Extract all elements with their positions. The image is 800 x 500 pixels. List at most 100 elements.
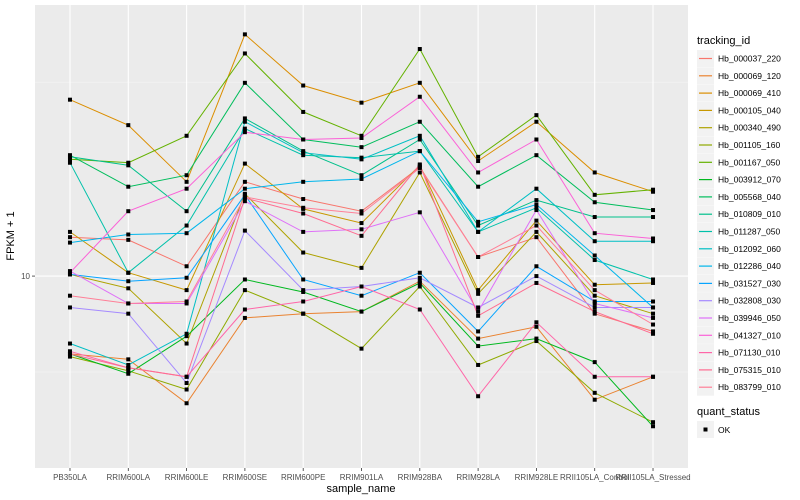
data-point-Hb_000037_220 [651, 329, 656, 334]
data-point-Hb_075315_010 [417, 162, 422, 167]
data-point-Hb_075315_010 [184, 374, 189, 379]
legend-item: Hb_031527_030 [697, 274, 781, 292]
data-point-Hb_031527_030 [651, 299, 656, 304]
data-point-Hb_031527_030 [417, 270, 422, 275]
data-point-Hb_000069_410 [417, 80, 422, 85]
data-point-Hb_000069_410 [126, 123, 131, 128]
data-point-Hb_031527_030 [242, 192, 247, 197]
legend-item: Hb_041327_010 [697, 326, 781, 344]
data-point-Hb_032808_030 [592, 305, 597, 310]
legend-label: Hb_000069_120 [718, 71, 781, 81]
data-point-Hb_000069_410 [301, 83, 306, 88]
legend-label: Hb_001105_160 [718, 140, 781, 150]
data-point-Hb_001105_160 [534, 339, 539, 344]
data-point-Hb_001105_160 [126, 368, 131, 373]
data-point-Hb_041327_010 [592, 231, 597, 236]
data-point-Hb_031527_030 [476, 329, 481, 334]
data-point-Hb_001167_050 [651, 187, 656, 192]
y-axis: 10 [21, 272, 35, 281]
data-point-Hb_000340_490 [651, 311, 656, 316]
data-point-Hb_000340_490 [184, 341, 189, 346]
legend-item: Hb_000069_120 [697, 67, 781, 85]
data-point-Hb_032808_030 [534, 274, 539, 279]
data-point-Hb_083799_010 [184, 299, 189, 304]
data-point-Hb_032808_030 [301, 288, 306, 293]
data-point-Hb_001105_160 [592, 390, 597, 395]
data-point-Hb_071130_010 [67, 349, 72, 354]
data-point-Hb_039946_050 [301, 229, 306, 234]
data-point-Hb_031527_030 [126, 279, 131, 284]
data-point-Hb_039946_050 [592, 301, 597, 306]
legend-item: Hb_071130_010 [697, 344, 781, 362]
data-point-Hb_001167_050 [476, 154, 481, 159]
data-point-Hb_003912_070 [476, 344, 481, 349]
data-point-Hb_001167_050 [67, 157, 72, 162]
data-point-Hb_001105_160 [651, 420, 656, 425]
legend-label: Hb_039946_050 [718, 313, 781, 323]
legend-label: Hb_010809_010 [718, 209, 781, 219]
data-point-Hb_083799_010 [301, 205, 306, 210]
data-point-Hb_083799_010 [651, 322, 656, 327]
x-tick-label: PB350LA [53, 473, 87, 482]
data-point-Hb_000069_120 [184, 401, 189, 406]
data-point-Hb_041327_010 [476, 170, 481, 175]
data-point-Hb_012092_060 [592, 239, 597, 244]
data-point-Hb_000069_120 [592, 397, 597, 402]
legend-label: Hb_000105_040 [718, 105, 781, 115]
data-point-Hb_010809_010 [126, 163, 131, 168]
data-point-Hb_005568_040 [359, 145, 364, 150]
data-point-Hb_001105_160 [417, 284, 422, 289]
legend-item: Hb_000037_220 [697, 50, 781, 67]
x-tick-label: RRIM928LA [456, 473, 500, 482]
data-point-Hb_000105_040 [534, 218, 539, 223]
data-point-Hb_005568_040 [242, 80, 247, 85]
data-point-Hb_010809_010 [359, 173, 364, 178]
data-point-Hb_000037_220 [592, 311, 597, 316]
data-point-Hb_010809_010 [242, 116, 247, 121]
data-point-Hb_000069_410 [184, 179, 189, 184]
data-point-Hb_075315_010 [592, 309, 597, 314]
data-point-Hb_039946_050 [359, 227, 364, 232]
data-point-Hb_000037_220 [359, 209, 364, 214]
legend-label: Hb_012092_060 [718, 244, 781, 254]
data-point-Hb_005568_040 [534, 153, 539, 158]
data-point-Hb_000037_220 [126, 237, 131, 242]
data-point-Hb_071130_010 [651, 374, 656, 379]
data-point-Hb_041327_010 [534, 137, 539, 142]
data-point-Hb_011287_050 [242, 126, 247, 131]
x-tick-label: RRIM600LE [165, 473, 209, 482]
data-point-Hb_071130_010 [476, 394, 481, 399]
legend-label: Hb_000340_490 [718, 123, 781, 133]
data-point-Hb_075315_010 [359, 233, 364, 238]
data-point-Hb_011287_050 [534, 205, 539, 210]
data-point-Hb_001105_160 [242, 288, 247, 293]
data-point-Hb_041327_010 [651, 236, 656, 241]
legend-label: Hb_001167_050 [718, 157, 781, 167]
data-point-Hb_001105_160 [67, 354, 72, 359]
legend-title-tracking-id: tracking_id [697, 35, 750, 47]
data-point-Hb_041327_010 [417, 94, 422, 99]
data-point-Hb_011287_050 [67, 160, 72, 165]
data-point-Hb_039946_050 [242, 199, 247, 204]
data-point-Hb_071130_010 [301, 299, 306, 304]
legend-label: Hb_005568_040 [718, 192, 781, 202]
legend-label: Hb_003912_070 [718, 175, 781, 185]
data-point-Hb_010809_010 [67, 154, 72, 159]
data-point-Hb_012092_060 [126, 362, 131, 367]
data-point-Hb_012286_040 [476, 219, 481, 224]
x-tick-label: RRIM600PE [281, 473, 325, 482]
data-point-Hb_003912_070 [592, 360, 597, 365]
legend-label: Hb_031527_030 [718, 278, 781, 288]
data-point-Hb_000340_490 [417, 170, 422, 175]
data-point-Hb_011287_050 [301, 153, 306, 158]
data-point-Hb_031527_030 [534, 264, 539, 269]
data-point-Hb_032808_030 [67, 305, 72, 310]
data-point-Hb_005568_040 [651, 208, 656, 213]
data-point-Hb_071130_010 [417, 307, 422, 312]
data-point-Hb_000105_040 [592, 282, 597, 287]
legend-label-ok: OK [718, 425, 731, 435]
data-point-Hb_001167_050 [126, 160, 131, 165]
legend-item: Hb_001105_160 [697, 136, 781, 154]
data-point-Hb_071130_010 [534, 320, 539, 325]
data-point-Hb_011287_050 [651, 277, 656, 282]
